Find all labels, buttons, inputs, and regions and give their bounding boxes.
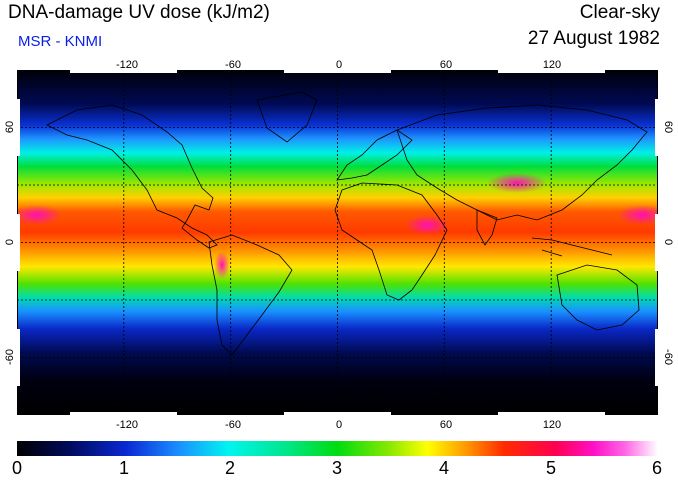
lat-tick-right: -60 bbox=[662, 349, 674, 365]
lon-tick-bottom: -120 bbox=[116, 419, 138, 431]
indonesia-coast bbox=[531, 237, 613, 257]
colorbar-tick-label: 1 bbox=[118, 458, 130, 478]
india-coast bbox=[476, 209, 498, 246]
colorbar bbox=[17, 441, 658, 456]
colorbar-tick-label: 2 bbox=[224, 458, 236, 478]
lon-tick-top: 0 bbox=[336, 59, 342, 71]
sky-condition-label: Clear-sky bbox=[579, 2, 660, 23]
europe-coast bbox=[336, 129, 413, 181]
lat-tick-left: -60 bbox=[4, 349, 16, 365]
lon-tick-top: 60 bbox=[440, 59, 452, 71]
lon-tick-top: 120 bbox=[543, 59, 561, 71]
antarctica-coast bbox=[17, 397, 658, 406]
colorbar-tick-label: 0 bbox=[11, 458, 23, 478]
lat-tick-right: 0 bbox=[662, 239, 674, 245]
asia-coast bbox=[396, 104, 648, 221]
source-label: MSR - KNMI bbox=[18, 33, 103, 50]
frame-border-segments bbox=[17, 70, 658, 415]
hotspot-pacific-east bbox=[617, 205, 658, 225]
lon-tick-bottom: -60 bbox=[225, 419, 241, 431]
lon-tick-bottom: 120 bbox=[543, 419, 561, 431]
lon-tick-bottom: 60 bbox=[440, 419, 452, 431]
lon-tick-top: -120 bbox=[116, 59, 138, 71]
date-label: 27 August 1982 bbox=[527, 28, 660, 49]
colorbar-tick-label: 5 bbox=[545, 458, 557, 478]
lat-tick-left: 60 bbox=[4, 121, 16, 133]
lon-tick-bottom: 0 bbox=[336, 419, 342, 431]
colorbar-tick-label: 3 bbox=[331, 458, 343, 478]
hotspot-africa bbox=[405, 215, 449, 235]
lat-tick-left: 0 bbox=[4, 239, 16, 245]
map-title: DNA-damage UV dose (kJ/m2) bbox=[8, 2, 270, 23]
hotspot-pacific-west bbox=[17, 205, 62, 225]
australia-coast bbox=[556, 264, 640, 331]
lat-tick-right: 60 bbox=[662, 121, 674, 133]
axis-labels: -120 -60 0 60 120 -120 -60 0 60 120 60 0… bbox=[4, 59, 674, 431]
greenland-coast bbox=[256, 91, 318, 143]
south-america-coast bbox=[208, 234, 293, 356]
lon-tick-top: -60 bbox=[225, 59, 241, 71]
africa-coast bbox=[334, 182, 448, 301]
hotspot-tibet bbox=[487, 173, 547, 193]
colorbar-tick-label: 6 bbox=[651, 458, 663, 478]
north-america-coast bbox=[46, 104, 218, 249]
uv-dose-map bbox=[17, 70, 658, 415]
colorbar-tick-label: 4 bbox=[438, 458, 450, 478]
hotspot-andes bbox=[214, 251, 230, 279]
graticule bbox=[17, 70, 658, 415]
coastlines bbox=[17, 91, 658, 406]
